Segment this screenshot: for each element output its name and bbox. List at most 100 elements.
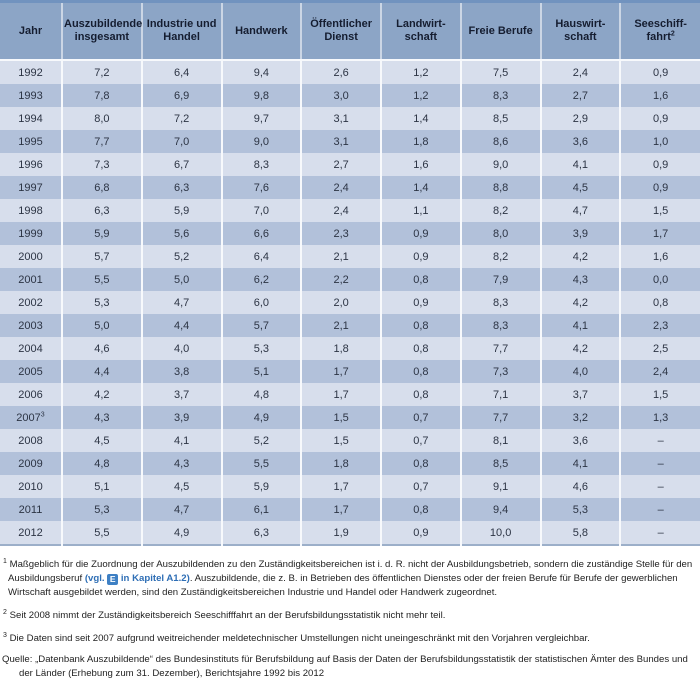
footnote-1-text: Maßgeblich für die Zuordnung der Auszubi… xyxy=(8,559,693,585)
year-cell: 2008 xyxy=(0,429,62,452)
table-row: 2006 4,2 3,7 4,8 1,7 0,8 7,1 3,7 1,5 xyxy=(0,383,700,406)
value-cell: 7,9 xyxy=(459,268,541,291)
value-cell: 6,0 xyxy=(220,291,302,314)
value-cell: 4,8 xyxy=(220,383,302,406)
column-header-industrie-und-handel: Industrie und Handel xyxy=(140,1,222,61)
value-cell: 0,9 xyxy=(380,291,461,314)
value-cell: 1,6 xyxy=(619,245,700,268)
value-cell: 0,9 xyxy=(619,153,700,176)
table-row: 2012 5,5 4,9 6,3 1,9 0,9 10,0 5,8– xyxy=(0,521,700,545)
value-cell: 4,9 xyxy=(140,521,222,545)
value-cell: 0,7 xyxy=(380,475,461,498)
value-cell: 4,7 xyxy=(539,199,621,222)
value-cell: 5,3 xyxy=(539,498,621,521)
value-cell: 3,6 xyxy=(539,130,621,153)
value-cell: 5,1 xyxy=(61,475,142,498)
value-cell: 2,4 xyxy=(619,360,700,383)
value-cell: 1,4 xyxy=(380,176,461,199)
value-cell: 2,1 xyxy=(300,314,381,337)
value-cell: 0,8 xyxy=(380,360,461,383)
value-cell: 4,1 xyxy=(539,452,621,475)
column-header-oeffentlicher-dienst: Öffentlicher Dienst xyxy=(300,1,381,61)
chapter-link[interactable]: (vgl. E in Kapitel A1.2) xyxy=(85,573,190,586)
value-cell: 1,7 xyxy=(300,475,381,498)
value-cell: 0,7 xyxy=(380,429,461,452)
value-cell: 7,5 xyxy=(459,60,541,84)
value-cell: 8,2 xyxy=(459,199,541,222)
table-row: 1994 8,0 7,2 9,7 3,1 1,4 8,5 2,9 0,9 xyxy=(0,107,700,130)
value-cell: 0,9 xyxy=(380,222,461,245)
value-cell: 1,5 xyxy=(619,199,700,222)
value-cell: 7,2 xyxy=(140,107,222,130)
table-row: 2003 5,0 4,4 5,7 2,1 0,8 8,3 4,1 2,3 xyxy=(0,314,700,337)
value-cell: 7,6 xyxy=(220,176,302,199)
value-cell: 1,7 xyxy=(300,383,381,406)
value-cell: 5,0 xyxy=(140,268,222,291)
table-row: 1999 5,9 5,6 6,6 2,3 0,9 8,0 3,9 1,7 xyxy=(0,222,700,245)
value-cell: 6,8 xyxy=(61,176,142,199)
value-cell: 4,7 xyxy=(140,498,222,521)
value-cell: 5,7 xyxy=(220,314,302,337)
value-cell: 5,9 xyxy=(140,199,222,222)
value-cell: 1,7 xyxy=(619,222,700,245)
chapter-e-icon[interactable]: E xyxy=(107,574,119,586)
footnote-2: 2 Seit 2008 nimmt der Zuständigkeitsbere… xyxy=(2,606,697,623)
year-cell: 20073 xyxy=(0,406,62,429)
value-cell: 4,2 xyxy=(539,291,621,314)
value-cell: 1,1 xyxy=(380,199,461,222)
value-cell: 8,8 xyxy=(459,176,541,199)
value-cell: – xyxy=(619,475,700,498)
value-cell: 5,9 xyxy=(220,475,302,498)
value-cell: 2,4 xyxy=(300,199,381,222)
value-cell: 8,0 xyxy=(459,222,541,245)
footnotes-section: 1 Maßgeblich für die Zuordnung der Auszu… xyxy=(0,546,700,681)
value-cell: 6,3 xyxy=(220,521,302,545)
value-cell: 6,6 xyxy=(220,222,302,245)
value-cell: 1,3 xyxy=(619,406,700,429)
value-cell: 4,5 xyxy=(140,475,222,498)
value-cell: – xyxy=(619,498,700,521)
value-cell: 8,0 xyxy=(61,107,142,130)
value-cell: 6,3 xyxy=(61,199,142,222)
value-cell: 4,0 xyxy=(140,337,222,360)
value-cell: 5,2 xyxy=(140,245,222,268)
value-cell: 6,4 xyxy=(220,245,302,268)
value-cell: 8,2 xyxy=(459,245,541,268)
value-cell: 7,8 xyxy=(61,84,142,107)
value-cell: 8,3 xyxy=(220,153,302,176)
column-header-freie-berufe: Freie Berufe xyxy=(459,1,541,61)
value-cell: 1,5 xyxy=(619,383,700,406)
value-cell: 8,5 xyxy=(459,107,541,130)
value-cell: 5,5 xyxy=(61,521,142,545)
table-row: 2005 4,4 3,8 5,1 1,7 0,8 7,3 4,0 2,4 xyxy=(0,360,700,383)
value-cell: 2,6 xyxy=(300,60,381,84)
value-cell: – xyxy=(619,429,700,452)
value-cell: 2,1 xyxy=(300,245,381,268)
year-cell: 2011 xyxy=(0,498,62,521)
value-cell: 0,7 xyxy=(380,406,461,429)
value-cell: 9,0 xyxy=(220,130,302,153)
value-cell: 1,8 xyxy=(380,130,461,153)
value-cell: 8,5 xyxy=(459,452,541,475)
value-cell: 4,9 xyxy=(220,406,302,429)
apprentices-table: Jahr Auszubildende insgesamt Industrie und H… xyxy=(0,0,700,546)
table-row: 1993 7,8 6,9 9,8 3,0 1,2 8,3 2,7 1,6 xyxy=(0,84,700,107)
footnote-ref: 2 xyxy=(670,30,675,38)
value-cell: 2,3 xyxy=(300,222,381,245)
chapter-link-post: in Kapitel A1.2) xyxy=(120,573,190,585)
value-cell: 2,7 xyxy=(539,84,621,107)
value-cell: 3,2 xyxy=(539,406,621,429)
value-cell: 9,1 xyxy=(459,475,541,498)
year-cell: 2001 xyxy=(0,268,62,291)
value-cell: – xyxy=(619,452,700,475)
value-cell: 5,5 xyxy=(61,268,142,291)
value-cell: 0,8 xyxy=(380,314,461,337)
value-cell: 2,9 xyxy=(539,107,621,130)
value-cell: 6,9 xyxy=(140,84,222,107)
value-cell: 3,1 xyxy=(300,130,381,153)
value-cell: 6,7 xyxy=(140,153,222,176)
value-cell: 1,7 xyxy=(300,360,381,383)
value-cell: 3,7 xyxy=(539,383,621,406)
value-cell: 4,2 xyxy=(539,245,621,268)
value-cell: 4,8 xyxy=(61,452,142,475)
